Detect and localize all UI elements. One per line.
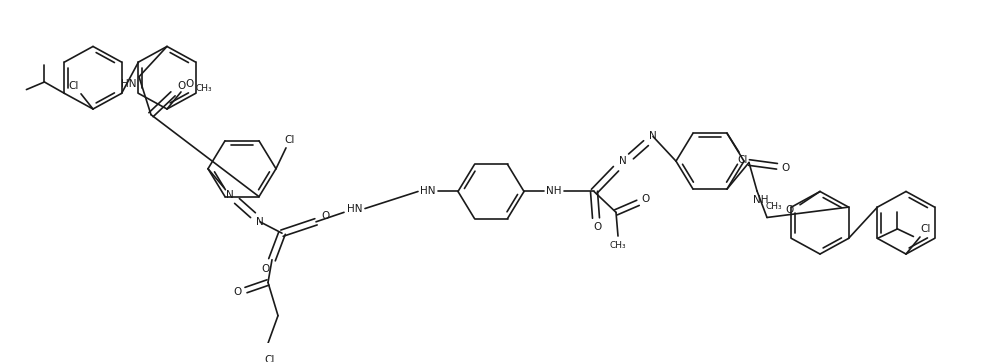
Text: O: O (786, 205, 794, 215)
Text: O: O (234, 287, 242, 297)
Text: Cl: Cl (265, 355, 276, 362)
Text: Cl: Cl (69, 81, 79, 91)
Text: CH₃: CH₃ (196, 84, 213, 93)
Text: Cl: Cl (738, 155, 748, 165)
Text: N: N (649, 131, 657, 142)
Text: Cl: Cl (284, 135, 295, 145)
Text: O: O (185, 79, 193, 89)
Text: O: O (262, 264, 271, 274)
Text: N: N (256, 217, 264, 227)
Text: O: O (642, 194, 650, 204)
Text: HN: HN (347, 203, 363, 214)
Text: NH: NH (753, 195, 769, 205)
Text: HN: HN (121, 79, 137, 89)
Text: O: O (322, 211, 330, 221)
Text: CH₃: CH₃ (610, 241, 626, 250)
Text: O: O (594, 223, 602, 232)
Text: CH₃: CH₃ (766, 202, 782, 211)
Text: N: N (619, 156, 627, 166)
Text: NH: NH (546, 186, 562, 197)
Text: O: O (177, 81, 185, 91)
Text: Cl: Cl (921, 224, 931, 234)
Text: O: O (781, 163, 789, 173)
Text: HN: HN (420, 186, 436, 197)
Text: N: N (226, 190, 234, 200)
